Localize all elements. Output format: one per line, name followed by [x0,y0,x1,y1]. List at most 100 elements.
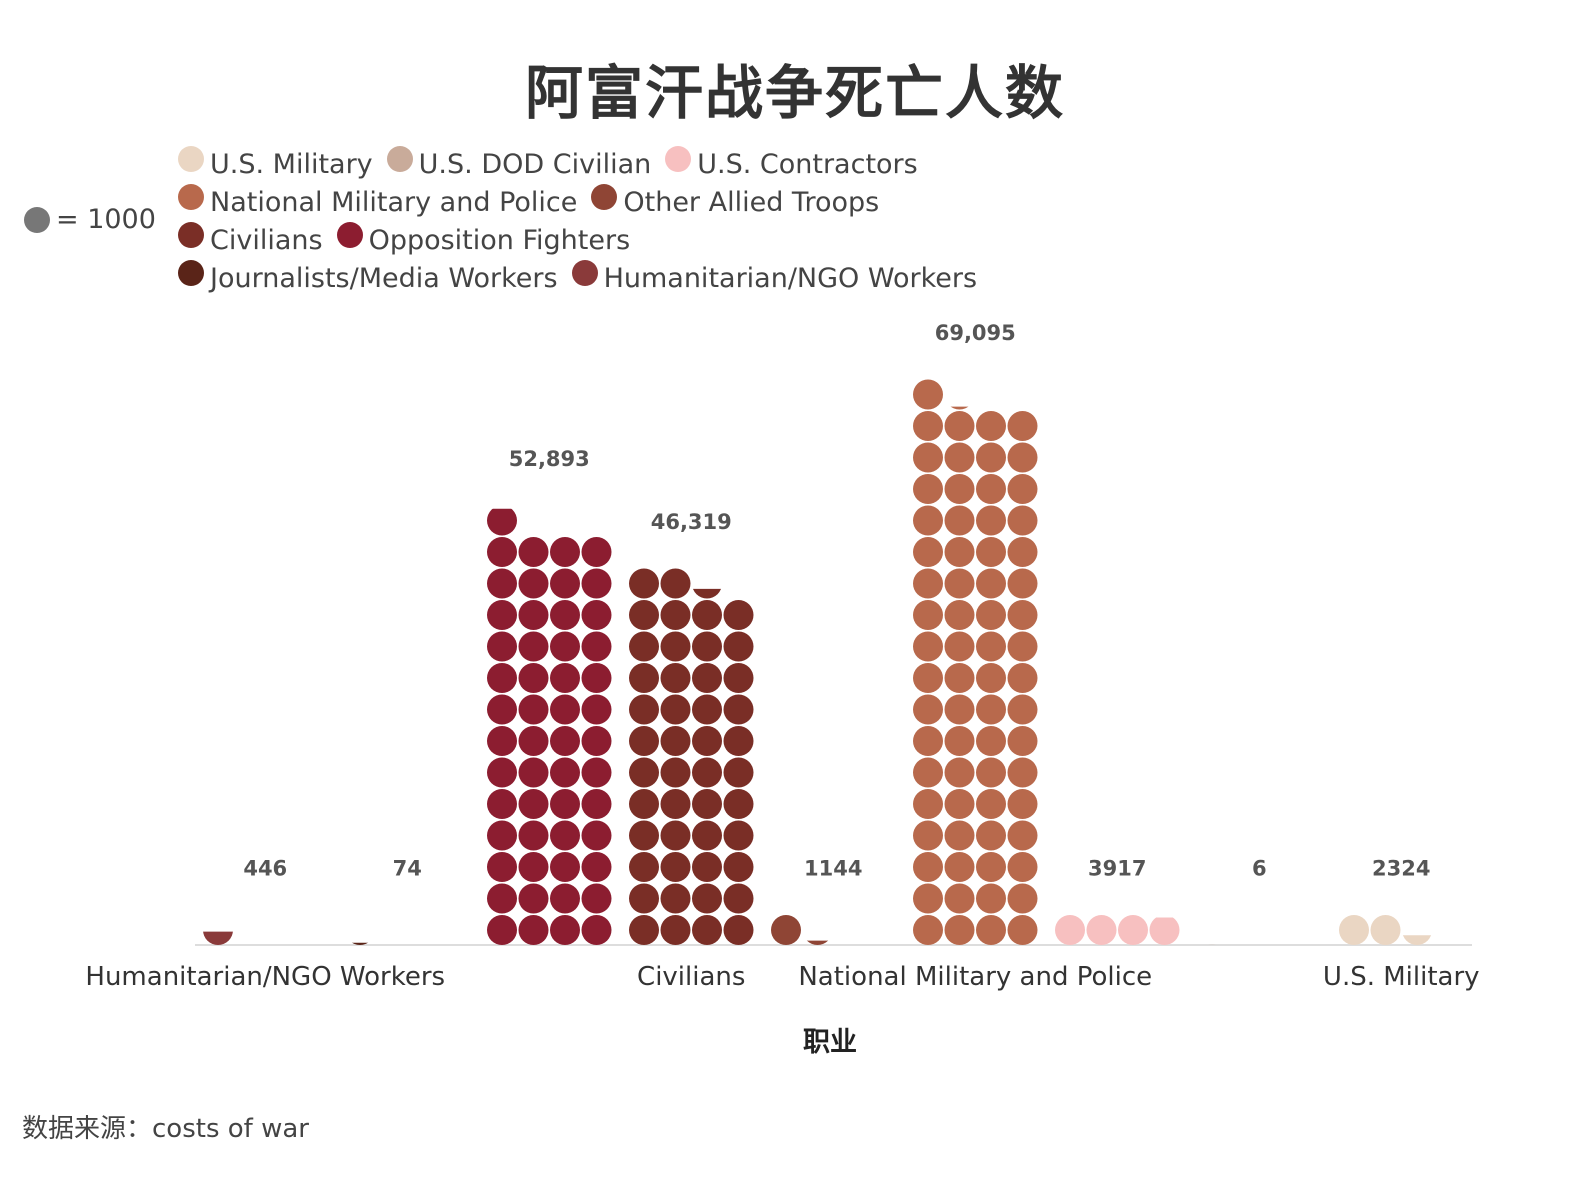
series-group [487,508,612,945]
unit-dot [629,568,659,599]
legend: U.S. Military U.S. DOD Civilian U.S. Con… [178,145,1078,297]
chart-title: 阿富汗战争死亡人数 [524,59,1065,127]
unit-dot [976,600,1006,630]
legend-row: U.S. Military U.S. DOD Civilian U.S. Con… [178,145,1078,183]
unit-dot [518,726,549,756]
unit-dot [1007,757,1038,788]
unit-dot [723,726,754,756]
unit-dot [487,789,517,819]
unit-dot [976,505,1006,536]
unit-dot [913,631,943,662]
unit-dot [944,600,975,630]
unit-dot [487,852,517,882]
legend-label: U.S. Contractors [697,148,918,180]
x-axis-label: 职业 [803,1027,857,1058]
unit-dot [913,852,943,882]
unit-dot [629,915,659,945]
partial-dot [1402,935,1432,945]
unit-dot [660,789,691,819]
value-label: 2324 [1372,857,1430,881]
unit-dot [976,820,1006,851]
unit-dot [976,411,1006,441]
unit-dot [944,474,975,504]
unit-dot [581,537,612,567]
unit-dot [518,694,549,725]
unit-dot [1007,600,1038,630]
partial-dot [352,942,368,945]
unit-dot [692,883,722,914]
unit-dot [581,726,612,756]
series-group [1209,944,1215,945]
legend-label: National Military and Police [210,186,578,218]
value-label: 1144 [804,857,862,881]
unit-dot [487,820,517,851]
unit-dot [581,600,612,630]
legend-row: Journalists/Media Workers Humanitarian/N… [178,259,1078,297]
unit-dot [1007,442,1038,473]
unit-dot [1007,694,1038,725]
series-group [771,915,829,945]
unit-dot [692,852,722,882]
unit-legend: = 1000 [24,204,156,235]
legend-swatch-icon [336,222,363,248]
unit-dot [487,694,517,725]
legend-label: Opposition Fighters [368,224,631,256]
tick-label: U.S. Military [1323,962,1480,992]
unit-dot [1007,726,1038,756]
unit-dot [660,726,691,756]
unit-dot [1118,915,1148,945]
legend-label: U.S. Military [210,148,373,180]
unit-dot [771,915,801,945]
unit-dot [518,537,549,567]
unit-dot [581,789,612,819]
unit-dot [723,663,754,693]
unit-dot [913,694,943,725]
unit-dot [944,631,975,662]
legend-swatch-icon [178,222,204,248]
unit-dot [913,505,943,536]
unit-dot [723,852,754,882]
unit-dot [487,568,517,599]
legend-swatch-icon [571,260,598,286]
unit-dot [944,442,975,473]
unit-dot [1007,852,1038,882]
unit-dot [913,474,943,504]
value-label: 74 [393,857,422,881]
unit-dot [660,883,691,914]
tick-label: National Military and Police [798,962,1152,992]
unit-dot [629,820,659,851]
unit-dot [487,726,517,756]
unit-dot [629,631,659,662]
legend-item-journalists: Journalists/Media Workers [178,260,558,294]
legend-label: Journalists/Media Workers [210,262,558,294]
unit-dot [944,883,975,914]
unit-dot [550,663,580,693]
unit-dot [976,537,1006,567]
unit-dot [518,852,549,882]
unit-dot [550,631,580,662]
unit-dot [1007,411,1038,441]
legend-item-other-allied-troops: Other Allied Troops [591,184,880,218]
unit-dot [1007,537,1038,567]
unit-dot [518,789,549,819]
unit-dot [976,726,1006,756]
series-group [203,931,233,945]
unit-dot [581,883,612,914]
legend-item-national-military: National Military and Police [178,184,578,218]
unit-dot [581,915,612,945]
unit-dot [692,631,722,662]
unit-dot [1055,915,1085,945]
unit-dot [913,379,943,410]
tick-label: Humanitarian/NGO Workers [85,962,445,992]
unit-dot [550,915,580,945]
unit-dot [581,631,612,662]
legend-label: Other Allied Troops [623,186,880,218]
unit-dot [944,694,975,725]
unit-dot [487,600,517,630]
value-label: 52,893 [509,447,590,471]
unit-dot [487,757,517,788]
unit-dot [1339,915,1369,945]
unit-dot [660,568,691,599]
series-group [913,379,1038,945]
unit-dot [1007,663,1038,693]
